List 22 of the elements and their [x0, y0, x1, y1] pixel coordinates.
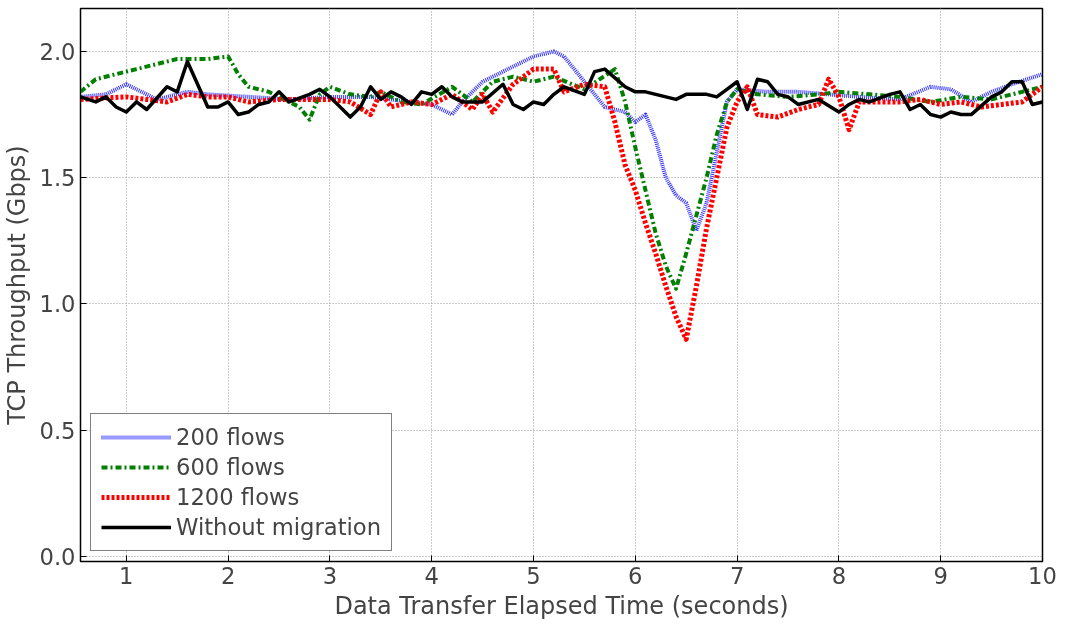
x-tick-label: 1 — [119, 562, 134, 589]
x-tick-label: 10 — [1028, 562, 1057, 589]
x-tick-label: 4 — [424, 562, 439, 589]
y-tick-label: 1.5 — [39, 165, 76, 192]
x-tick-label: 2 — [220, 562, 236, 589]
y-tick-label: 1.0 — [39, 291, 76, 318]
legend-label: 1200 flows — [176, 484, 300, 510]
y-tick-label: 0.5 — [39, 417, 76, 444]
legend-label: 600 flows — [176, 454, 285, 480]
x-tick-label: 7 — [729, 562, 745, 589]
line-series — [80, 49, 1043, 233]
x-tick-label: 8 — [831, 562, 847, 589]
legend-label: 200 flows — [176, 424, 285, 450]
x-tick-label: 3 — [322, 562, 338, 589]
y-tick-label: 2.0 — [39, 38, 76, 65]
legend-label: Without migration — [176, 514, 382, 540]
x-tick-label: 9 — [933, 562, 948, 589]
x-tick-label: 5 — [526, 562, 541, 589]
x-axis-title: Data Transfer Elapsed Time (seconds) — [334, 591, 789, 620]
y-tick-label: 0.0 — [39, 543, 76, 570]
x-tick-label: 6 — [628, 562, 643, 589]
y-axis-title: TCP Throughput (Gbps) — [3, 145, 32, 426]
